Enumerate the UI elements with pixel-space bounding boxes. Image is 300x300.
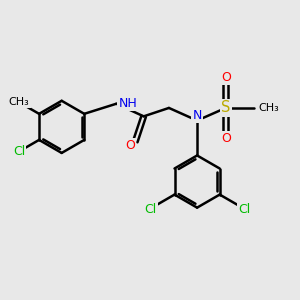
Text: CH₃: CH₃: [259, 103, 279, 113]
Text: NH: NH: [118, 97, 137, 110]
Text: Cl: Cl: [144, 203, 156, 216]
Text: N: N: [192, 109, 202, 122]
Text: Cl: Cl: [238, 203, 250, 216]
Text: O: O: [221, 132, 231, 145]
Text: O: O: [221, 71, 231, 84]
Text: O: O: [125, 139, 135, 152]
Text: CH₃: CH₃: [9, 97, 29, 107]
Text: S: S: [221, 100, 230, 116]
Text: Cl: Cl: [13, 145, 25, 158]
